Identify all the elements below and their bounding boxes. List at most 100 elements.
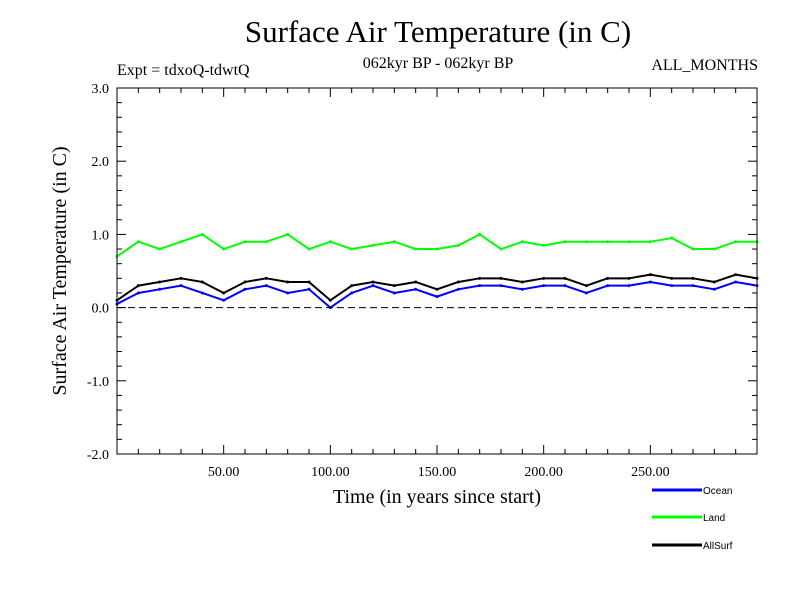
- data-point-land: [414, 247, 418, 251]
- data-point-land: [286, 232, 290, 236]
- data-point-land: [691, 247, 695, 251]
- data-point-ocean: [456, 287, 460, 291]
- data-point-allsurf: [499, 276, 503, 280]
- data-point-land: [520, 240, 524, 244]
- x-tick-label: 50.00: [208, 465, 240, 480]
- data-point-ocean: [734, 280, 738, 284]
- data-point-land: [243, 240, 247, 244]
- y-tick-label: 3.0: [92, 82, 110, 97]
- data-point-ocean: [499, 284, 503, 288]
- y-tick-label: 0.0: [92, 302, 110, 317]
- data-point-ocean: [307, 287, 311, 291]
- data-point-land: [328, 240, 332, 244]
- legend: Ocean Land AllSurf: [652, 486, 733, 552]
- data-point-allsurf: [584, 284, 588, 288]
- experiment-label: Expt = tdxoQ-tdwtQ: [117, 62, 250, 79]
- data-point-allsurf: [435, 287, 439, 291]
- data-point-ocean: [371, 284, 375, 288]
- x-tick-label: 100.00: [311, 465, 350, 480]
- data-point-allsurf: [328, 298, 332, 302]
- plot-frame: [116, 87, 758, 455]
- data-point-land: [670, 236, 674, 240]
- data-point-ocean: [264, 284, 268, 288]
- data-point-ocean: [350, 291, 354, 295]
- data-point-land: [350, 247, 354, 251]
- data-point-ocean: [584, 291, 588, 295]
- data-point-allsurf: [648, 273, 652, 277]
- data-point-land: [371, 243, 375, 247]
- data-point-land: [606, 240, 610, 244]
- data-point-ocean: [520, 287, 524, 291]
- x-tick-label: 200.00: [524, 465, 563, 480]
- data-point-land: [734, 240, 738, 244]
- x-axis-title: Time (in years since start): [333, 486, 541, 508]
- data-point-land: [478, 232, 482, 236]
- data-point-allsurf: [414, 280, 418, 284]
- data-point-land: [200, 232, 204, 236]
- data-point-land: [563, 240, 567, 244]
- data-point-ocean: [179, 284, 183, 288]
- data-point-land: [158, 247, 162, 251]
- data-point-allsurf: [520, 280, 524, 284]
- data-point-allsurf: [179, 276, 183, 280]
- data-point-allsurf: [222, 291, 226, 295]
- plot-lines: [115, 232, 759, 310]
- data-point-ocean: [158, 287, 162, 291]
- data-point-allsurf: [478, 276, 482, 280]
- data-point-land: [136, 240, 140, 244]
- data-point-ocean: [670, 284, 674, 288]
- data-point-land: [307, 247, 311, 251]
- x-tick-label: 250.00: [631, 465, 670, 480]
- data-point-land: [542, 243, 546, 247]
- legend-label-allsurf: AllSurf: [703, 541, 733, 552]
- data-point-allsurf: [350, 284, 354, 288]
- data-point-ocean: [627, 284, 631, 288]
- y-tick-label: 2.0: [92, 155, 110, 170]
- y-tick-label: -1.0: [87, 375, 109, 390]
- data-point-ocean: [414, 287, 418, 291]
- data-point-allsurf: [712, 280, 716, 284]
- data-point-allsurf: [691, 276, 695, 280]
- data-point-allsurf: [243, 280, 247, 284]
- data-point-ocean: [542, 284, 546, 288]
- data-point-ocean: [392, 291, 396, 295]
- data-point-land: [222, 247, 226, 251]
- data-point-ocean: [136, 291, 140, 295]
- data-point-ocean: [243, 287, 247, 291]
- chart-title: Surface Air Temperature (in C): [244, 14, 632, 49]
- axis-tick-labels: 50.00 100.00 150.00 200.00 250.00 -2.0 -1.0 0.0…: [87, 82, 670, 480]
- data-point-allsurf: [563, 276, 567, 280]
- data-point-land: [648, 240, 652, 244]
- y-axis-title: Surface Air Temperature (in C): [49, 146, 71, 395]
- axis-ticks: [117, 88, 757, 454]
- data-point-ocean: [200, 291, 204, 295]
- data-point-allsurf: [606, 276, 610, 280]
- data-point-allsurf: [456, 280, 460, 284]
- x-tick-label: 150.00: [418, 465, 457, 480]
- data-point-land: [456, 243, 460, 247]
- y-tick-label: -2.0: [87, 448, 109, 463]
- data-point-allsurf: [264, 276, 268, 280]
- data-point-allsurf: [200, 280, 204, 284]
- period-label: 062kyr BP - 062kyr BP: [362, 55, 514, 72]
- months-label: ALL_MONTHS: [651, 57, 758, 74]
- data-point-land: [499, 247, 503, 251]
- data-point-allsurf: [371, 280, 375, 284]
- data-point-allsurf: [392, 284, 396, 288]
- data-point-land: [392, 240, 396, 244]
- series-line-ocean: [116, 280, 758, 309]
- data-point-allsurf: [286, 280, 290, 284]
- series-line-land: [116, 233, 757, 258]
- data-point-allsurf: [670, 276, 674, 280]
- data-point-ocean: [435, 295, 439, 299]
- data-point-land: [435, 247, 439, 251]
- data-point-ocean: [478, 284, 482, 288]
- data-point-allsurf: [542, 276, 546, 280]
- data-point-ocean: [648, 280, 652, 284]
- data-point-land: [627, 240, 631, 244]
- data-point-land: [712, 247, 716, 251]
- data-point-allsurf: [307, 280, 311, 284]
- data-point-allsurf: [627, 276, 631, 280]
- data-point-allsurf: [734, 273, 738, 277]
